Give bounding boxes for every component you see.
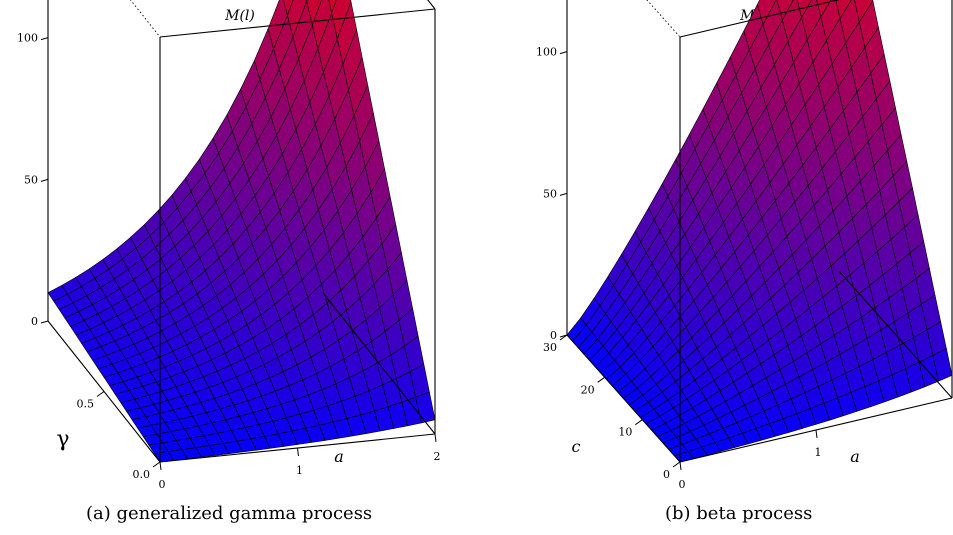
y-tick-label: 0.0 (133, 468, 151, 481)
x-tick (297, 447, 299, 457)
box-edge-back-top-left (130, 0, 161, 38)
z-tick-label: 100 (536, 46, 557, 59)
y-axis-title-b: c (572, 437, 581, 456)
z-tick-label: 0 (550, 329, 557, 342)
y-tick (559, 334, 568, 341)
x-axis-a: 0 1 2 (159, 433, 441, 491)
box-front-edges-a (47, 0, 436, 463)
y-tick (635, 419, 643, 426)
y-tick-label: 20 (581, 383, 595, 396)
z-tick-label: 50 (543, 187, 557, 200)
z-tick-label: 0 (31, 315, 38, 328)
x-tick-label: 0 (679, 478, 686, 491)
y-tick (152, 461, 161, 468)
y-tick (597, 376, 605, 383)
box-edge-top-front (159, 8, 436, 38)
z-tick (40, 178, 49, 182)
z-title-a: M(l) (224, 8, 255, 24)
y-axis-a: 0.0 0.5 (77, 391, 161, 481)
z-axis-b: 050100150 (536, 46, 568, 342)
box-edge-bottom-right (838, 270, 953, 399)
y-tick-label: 0.5 (77, 398, 95, 411)
surface-a (47, 0, 436, 463)
box-edge-top-front (679, 0, 840, 38)
caption-a: (a) generalized gamma process (86, 503, 373, 524)
y-tick (96, 391, 105, 397)
x-tick (159, 461, 162, 471)
y-tick-label: 10 (618, 426, 632, 439)
box-edge-bottom-right (322, 292, 436, 435)
y-tick (672, 461, 681, 468)
x-tick-label: 2 (434, 450, 441, 463)
z-tick-label: 50 (24, 173, 38, 186)
box-edge-bottom-left (566, 334, 681, 463)
caption-b: (b) beta process (665, 503, 813, 524)
panel-generalized-gamma: M(l) 050100150 0.00.5 012 γ a (17, 0, 441, 491)
z-tick (559, 51, 568, 55)
x-axis-title-a: a (334, 447, 344, 466)
x-axis-title-b: a (850, 447, 860, 466)
y-axis-title-a: γ (56, 427, 69, 452)
x-tick-label: 1 (815, 446, 822, 459)
x-tick (434, 433, 437, 443)
z-axis-a: 050100150 (17, 32, 49, 328)
x-tick-label: 1 (296, 464, 303, 477)
z-tick-label: 100 (17, 32, 38, 45)
y-axis-b: 0 10 20 30 (543, 334, 681, 481)
box-edge-back-top-left (646, 0, 681, 38)
surface-facet (328, 0, 337, 14)
z-tick (40, 320, 49, 324)
x-axis-b: 01 (679, 429, 822, 491)
y-tick-label: 30 (543, 341, 557, 354)
y-tick-label: 0 (663, 468, 670, 481)
z-tick (40, 37, 49, 41)
surface-b (566, 0, 953, 463)
x-tick (815, 429, 818, 439)
z-tick (559, 192, 568, 196)
x-tick-label: 0 (159, 478, 166, 491)
x-tick (679, 461, 682, 471)
